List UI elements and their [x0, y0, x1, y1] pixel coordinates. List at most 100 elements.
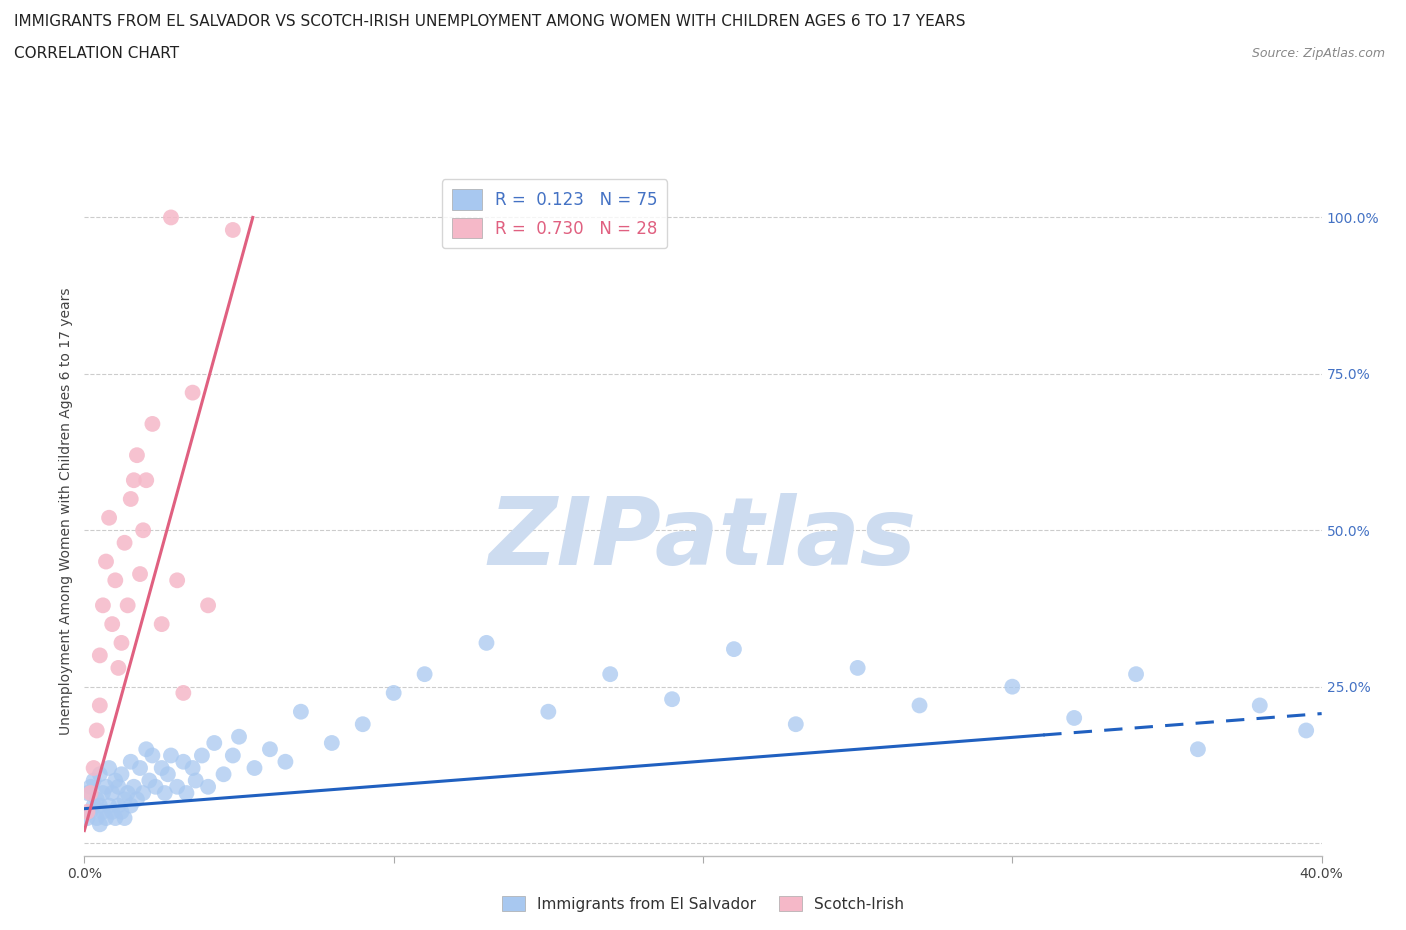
Point	[94, 554, 117, 569]
Point	[156, 767, 179, 782]
Point	[86, 723, 108, 737]
Point	[1125, 667, 1147, 682]
Point	[135, 472, 157, 487]
Point	[125, 791, 148, 806]
Point	[1063, 711, 1085, 725]
Point	[172, 685, 194, 700]
Point	[86, 811, 108, 826]
Point	[413, 667, 436, 682]
Point	[101, 786, 124, 801]
Point	[98, 761, 121, 776]
Point	[101, 617, 124, 631]
Point	[83, 798, 105, 813]
Point	[150, 617, 173, 631]
Point	[290, 704, 312, 719]
Point	[76, 811, 98, 826]
Point	[172, 754, 194, 769]
Point	[661, 692, 683, 707]
Point	[184, 773, 207, 788]
Point	[91, 804, 114, 819]
Point	[537, 704, 560, 719]
Point	[846, 660, 869, 675]
Point	[120, 492, 142, 507]
Point	[91, 786, 114, 801]
Point	[150, 761, 173, 776]
Point	[114, 536, 136, 551]
Point	[122, 472, 145, 487]
Text: ZIPatlas: ZIPatlas	[489, 493, 917, 585]
Point	[79, 804, 101, 819]
Point	[274, 754, 297, 769]
Text: CORRELATION CHART: CORRELATION CHART	[14, 46, 179, 61]
Point	[1187, 742, 1209, 757]
Point	[107, 779, 129, 794]
Point	[83, 761, 105, 776]
Point	[94, 811, 117, 826]
Point	[352, 717, 374, 732]
Point	[79, 786, 101, 801]
Point	[212, 767, 235, 782]
Point	[132, 786, 155, 801]
Point	[104, 811, 127, 826]
Point	[191, 748, 214, 763]
Point	[138, 773, 160, 788]
Text: IMMIGRANTS FROM EL SALVADOR VS SCOTCH-IRISH UNEMPLOYMENT AMONG WOMEN WITH CHILDR: IMMIGRANTS FROM EL SALVADOR VS SCOTCH-IR…	[14, 14, 966, 29]
Legend: R =  0.123   N = 75, R =  0.730   N = 28: R = 0.123 N = 75, R = 0.730 N = 28	[441, 179, 668, 248]
Point	[129, 761, 152, 776]
Point	[91, 598, 114, 613]
Point	[382, 685, 405, 700]
Point	[228, 729, 250, 744]
Point	[908, 698, 931, 713]
Legend: Immigrants from El Salvador, Scotch-Irish: Immigrants from El Salvador, Scotch-Iris…	[496, 889, 910, 918]
Point	[166, 779, 188, 794]
Point	[114, 791, 136, 806]
Point	[89, 698, 111, 713]
Y-axis label: Unemployment Among Women with Children Ages 6 to 17 years: Unemployment Among Women with Children A…	[59, 287, 73, 736]
Point	[153, 786, 176, 801]
Point	[114, 811, 136, 826]
Point	[475, 635, 498, 650]
Point	[79, 779, 101, 794]
Point	[141, 748, 163, 763]
Point	[1249, 698, 1271, 713]
Point	[599, 667, 621, 682]
Point	[76, 786, 98, 801]
Point	[122, 779, 145, 794]
Point	[243, 761, 266, 776]
Point	[98, 511, 121, 525]
Point	[125, 447, 148, 462]
Point	[141, 417, 163, 432]
Point	[202, 736, 225, 751]
Point	[723, 642, 745, 657]
Point	[1295, 723, 1317, 737]
Point	[89, 817, 111, 831]
Point	[107, 660, 129, 675]
Point	[222, 222, 245, 237]
Point	[129, 566, 152, 581]
Point	[104, 573, 127, 588]
Point	[160, 748, 183, 763]
Point	[89, 648, 111, 663]
Point	[181, 761, 204, 776]
Point	[120, 798, 142, 813]
Point	[76, 804, 98, 819]
Point	[120, 754, 142, 769]
Point	[259, 742, 281, 757]
Point	[86, 791, 108, 806]
Point	[104, 773, 127, 788]
Point	[117, 598, 139, 613]
Point	[89, 798, 111, 813]
Point	[110, 804, 132, 819]
Point	[197, 779, 219, 794]
Point	[83, 773, 105, 788]
Point	[135, 742, 157, 757]
Point	[101, 804, 124, 819]
Point	[222, 748, 245, 763]
Point	[132, 523, 155, 538]
Text: Source: ZipAtlas.com: Source: ZipAtlas.com	[1251, 46, 1385, 60]
Point	[107, 798, 129, 813]
Point	[89, 767, 111, 782]
Point	[181, 385, 204, 400]
Point	[110, 635, 132, 650]
Point	[166, 573, 188, 588]
